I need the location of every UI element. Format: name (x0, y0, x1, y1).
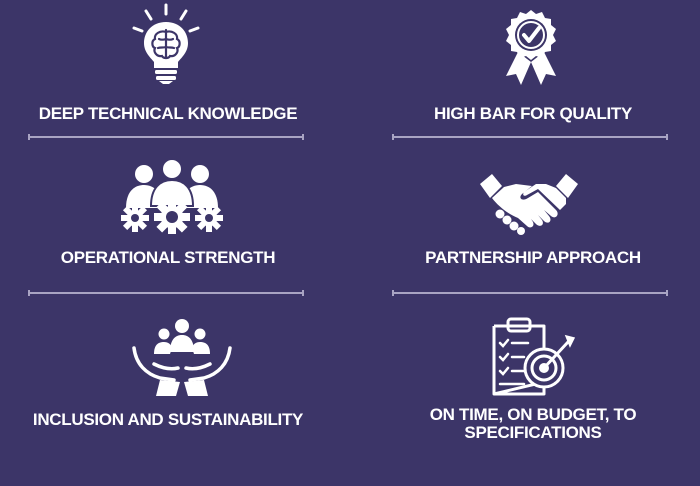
team-gears-icon (118, 158, 226, 234)
value-label-on-time-line2: SPECIFICATIONS (464, 423, 602, 442)
value-label-technical-knowledge: DEEP TECHNICAL KNOWLEDGE (38, 104, 298, 123)
divider-left-1 (28, 134, 304, 140)
value-label-inclusion: INCLUSION AND SUSTAINABILITY (32, 410, 304, 429)
divider-left-2 (28, 290, 304, 296)
people-in-hands-icon (130, 318, 234, 398)
clipboard-target-icon (486, 316, 578, 398)
value-label-on-time-line1: ON TIME, ON BUDGET, TO (429, 405, 637, 424)
divider-right-1 (392, 134, 668, 140)
value-label-operational-strength: OPERATIONAL STRENGTH (60, 248, 276, 267)
handshake-icon (478, 170, 580, 236)
value-label-quality: HIGH BAR FOR QUALITY (434, 104, 632, 123)
quality-ribbon-badge-icon (500, 8, 562, 88)
lightbulb-brain-icon (128, 2, 204, 84)
value-label-partnership: PARTNERSHIP APPROACH (425, 248, 641, 267)
divider-right-2 (392, 290, 668, 296)
